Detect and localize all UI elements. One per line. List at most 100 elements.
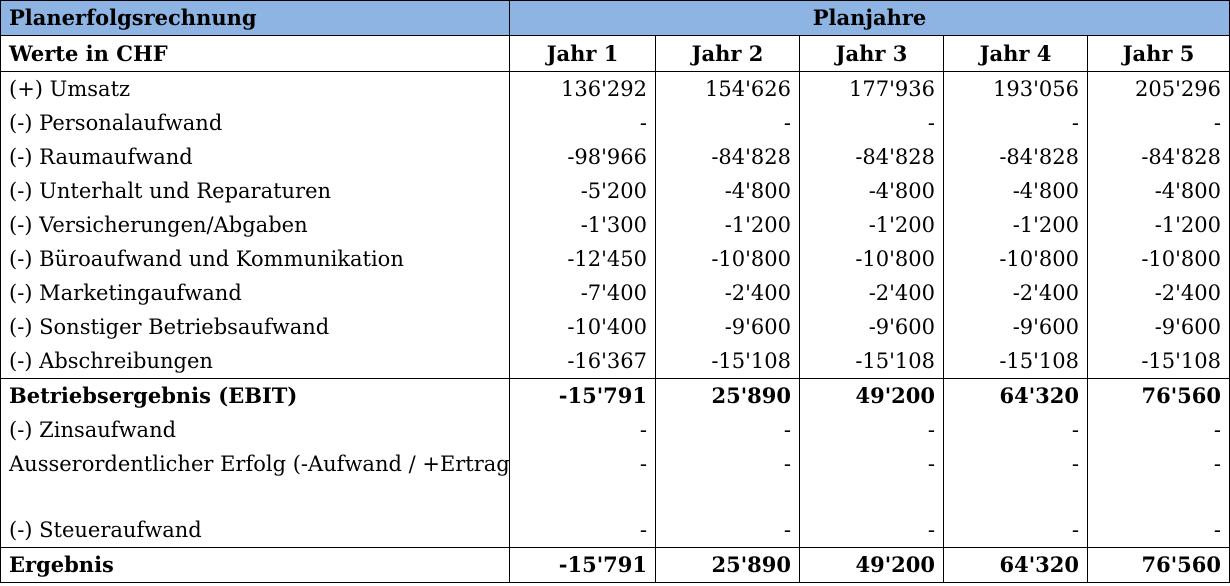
row-label: (+) Umsatz: [0, 71, 510, 106]
row-label: (-) Sonstiger Betriebsaufwand: [0, 310, 510, 344]
cell-value: -1'300: [509, 208, 656, 242]
cell-value: -84'828: [655, 140, 800, 174]
ebit-value: 49'200: [799, 378, 944, 413]
cell-value: -: [799, 447, 944, 513]
ebit-value: 25'890: [655, 378, 800, 413]
cell-value: -10'800: [1087, 242, 1230, 276]
table-row: (-) Personalaufwand - - - - -: [0, 106, 1230, 140]
ebit-row: Betriebsergebnis (EBIT) -15'791 25'890 4…: [0, 378, 1230, 413]
cell-value: -15'108: [943, 344, 1088, 379]
cell-value: -: [509, 447, 656, 513]
cell-value: 193'056: [943, 71, 1088, 106]
ebit-value: 64'320: [943, 378, 1088, 413]
cell-value: -1'200: [943, 208, 1088, 242]
title-row: Planerfolgsrechnung Planjahre: [0, 0, 1230, 36]
row-label: Ausserordentlicher Erfolg (-Aufwand / +E…: [0, 447, 510, 513]
cell-value: -4'800: [1087, 174, 1230, 208]
cell-value: -: [509, 513, 656, 548]
table-title: Planerfolgsrechnung: [0, 0, 510, 36]
year-header-4: Jahr 4: [943, 35, 1088, 72]
cell-value: -1'200: [1087, 208, 1230, 242]
cell-value: -: [509, 106, 656, 140]
result-value: 25'890: [655, 547, 800, 583]
table-row: (-) Sonstiger Betriebsaufwand -10'400 -9…: [0, 310, 1230, 344]
cell-value: -15'108: [799, 344, 944, 379]
row-label: (-) Raumaufwand: [0, 140, 510, 174]
planjahre-header: Planjahre: [509, 0, 1230, 36]
year-header-2: Jahr 2: [655, 35, 800, 72]
cell-value: -: [655, 447, 800, 513]
row-label: (-) Abschreibungen: [0, 344, 510, 379]
cell-value: -: [943, 447, 1088, 513]
cell-value: -10'800: [799, 242, 944, 276]
cell-value: -: [655, 513, 800, 548]
ebit-label: Betriebsergebnis (EBIT): [0, 378, 510, 413]
cell-value: -84'828: [1087, 140, 1230, 174]
year-header-3: Jahr 3: [799, 35, 944, 72]
table-row: (-) Büroaufwand und Kommunikation -12'45…: [0, 242, 1230, 276]
cell-value: 177'936: [799, 71, 944, 106]
ebit-value: -15'791: [509, 378, 656, 413]
table-row: (-) Abschreibungen -16'367 -15'108 -15'1…: [0, 344, 1230, 379]
cell-value: -9'600: [1087, 310, 1230, 344]
result-row: Ergebnis -15'791 25'890 49'200 64'320 76…: [0, 547, 1230, 583]
table-row: (-) Raumaufwand -98'966 -84'828 -84'828 …: [0, 140, 1230, 174]
table-row: (-) Steueraufwand - - - - -: [0, 513, 1230, 548]
row-label: (-) Zinsaufwand: [0, 413, 510, 447]
row-label: (-) Versicherungen/Abgaben: [0, 208, 510, 242]
cell-value: -15'108: [655, 344, 800, 379]
table-row: (-) Zinsaufwand - - - - -: [0, 413, 1230, 447]
row-label: (-) Marketingaufwand: [0, 276, 510, 310]
unit-label: Werte in CHF: [0, 35, 510, 72]
year-header-1: Jahr 1: [509, 35, 656, 72]
cell-value: -1'200: [655, 208, 800, 242]
cell-value: -: [799, 106, 944, 140]
row-label: (-) Büroaufwand und Kommunikation: [0, 242, 510, 276]
cell-value: 205'296: [1087, 71, 1230, 106]
cell-value: -84'828: [799, 140, 944, 174]
cell-value: -4'800: [799, 174, 944, 208]
row-label: (-) Personalaufwand: [0, 106, 510, 140]
cell-value: -: [943, 413, 1088, 447]
cell-value: -98'966: [509, 140, 656, 174]
cell-value: -2'400: [799, 276, 944, 310]
cell-value: -5'200: [509, 174, 656, 208]
cell-value: -10'800: [943, 242, 1088, 276]
cell-value: -4'800: [655, 174, 800, 208]
cell-value: -84'828: [943, 140, 1088, 174]
cell-value: -: [1087, 513, 1230, 548]
cell-value: 136'292: [509, 71, 656, 106]
result-value: -15'791: [509, 547, 656, 583]
cell-value: -2'400: [655, 276, 800, 310]
cell-value: -4'800: [943, 174, 1088, 208]
result-label: Ergebnis: [0, 547, 510, 583]
cell-value: -2'400: [1087, 276, 1230, 310]
table-row: (+) Umsatz 136'292 154'626 177'936 193'0…: [0, 71, 1230, 106]
cell-value: -9'600: [655, 310, 800, 344]
year-header-5: Jahr 5: [1087, 35, 1230, 72]
cell-value: -9'600: [799, 310, 944, 344]
result-value: 64'320: [943, 547, 1088, 583]
row-label: (-) Unterhalt und Reparaturen: [0, 174, 510, 208]
column-header-row: Werte in CHF Jahr 1 Jahr 2 Jahr 3 Jahr 4…: [0, 35, 1230, 72]
cell-value: -: [509, 413, 656, 447]
table-row: (-) Unterhalt und Reparaturen -5'200 -4'…: [0, 174, 1230, 208]
cell-value: -: [943, 513, 1088, 548]
table-row: (-) Versicherungen/Abgaben -1'300 -1'200…: [0, 208, 1230, 242]
cell-value: -: [1087, 447, 1230, 513]
cell-value: -2'400: [943, 276, 1088, 310]
row-label: (-) Steueraufwand: [0, 513, 510, 548]
cell-value: -: [799, 513, 944, 548]
cell-value: -: [1087, 413, 1230, 447]
cell-value: -10'400: [509, 310, 656, 344]
cell-value: -12'450: [509, 242, 656, 276]
ebit-value: 76'560: [1087, 378, 1230, 413]
cell-value: -: [655, 413, 800, 447]
cell-value: -7'400: [509, 276, 656, 310]
cell-value: -: [1087, 106, 1230, 140]
cell-value: -1'200: [799, 208, 944, 242]
cell-value: -: [655, 106, 800, 140]
cell-value: -16'367: [509, 344, 656, 379]
cell-value: 154'626: [655, 71, 800, 106]
